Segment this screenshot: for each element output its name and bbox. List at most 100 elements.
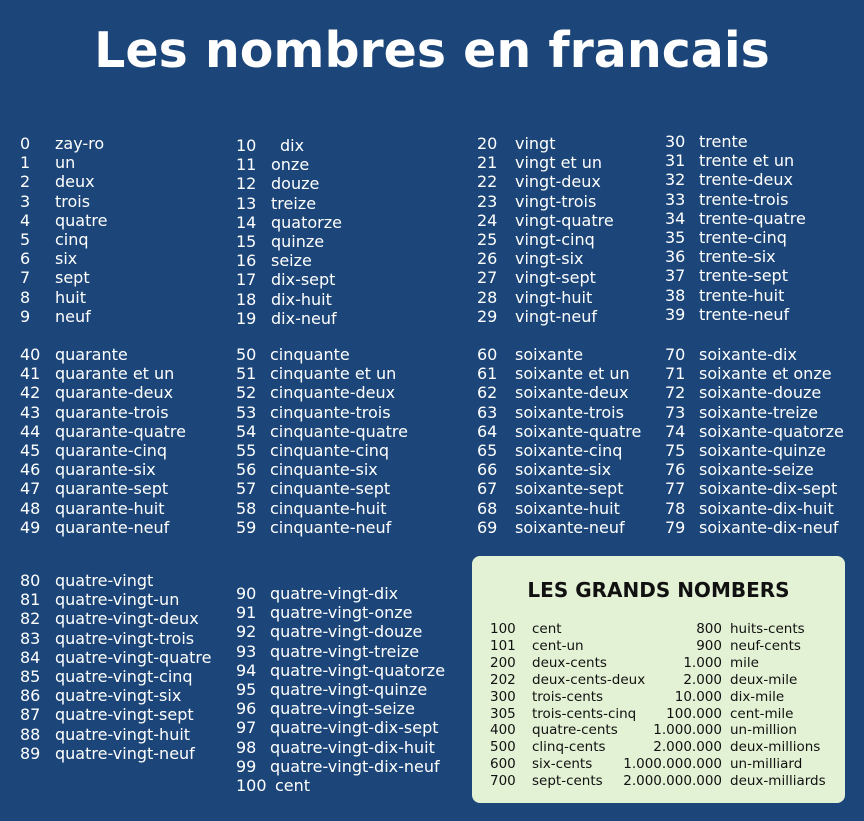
big-number-row: 100 cent 800 huits-cents <box>472 621 845 638</box>
number-digit: 21 <box>477 153 498 173</box>
number-word: trente-trois <box>699 189 789 209</box>
number-word: sept <box>55 268 90 288</box>
number-digit: 29 <box>477 306 498 326</box>
number-word: quatre-vingt-trois <box>55 628 195 648</box>
number-word: treize <box>271 193 317 213</box>
number-digit: 82 <box>20 609 41 629</box>
number-digit: 20 <box>477 134 498 153</box>
number-word: six <box>55 249 78 269</box>
number-digit: 74 <box>665 421 686 441</box>
big-number-word: quatre-cents <box>532 722 618 739</box>
number-digit: 55 <box>236 440 257 460</box>
number-word: quatre-vingt-treize <box>270 641 420 661</box>
number-digit: 56 <box>236 460 257 480</box>
number-digit: 0 <box>20 134 31 153</box>
number-word: onze <box>271 155 310 175</box>
number-word: trente-quatre <box>699 208 806 228</box>
number-digit: 63 <box>477 402 498 422</box>
big-number-word: deux-mile <box>730 671 798 688</box>
number-digit: 4 <box>20 210 31 230</box>
number-digit: 69 <box>477 517 498 537</box>
number-word: soixante-cinq <box>515 440 623 460</box>
number-digit: 34 <box>665 208 686 228</box>
big-number-digit: 700 <box>490 773 516 790</box>
number-digit: 14 <box>236 212 257 232</box>
big-number-digit: 2.000.000.000 <box>623 773 722 790</box>
number-word: quinze <box>271 231 325 251</box>
number-digit: 24 <box>477 210 498 230</box>
number-digit: 42 <box>20 383 41 403</box>
number-digit: 83 <box>20 628 41 648</box>
number-digit: 48 <box>20 498 41 518</box>
number-digit: 86 <box>20 686 41 706</box>
number-digit: 44 <box>20 421 41 441</box>
big-number-digit: 305 <box>490 705 516 722</box>
big-number-word: sept-cents <box>532 773 603 790</box>
big-number-word: un-million <box>730 722 797 739</box>
big-number-word: deux-cents <box>532 654 607 671</box>
number-digit: 98 <box>236 737 257 757</box>
number-word: dix-neuf <box>271 308 337 328</box>
number-word: vingt <box>515 134 556 153</box>
number-digit: 23 <box>477 191 498 211</box>
number-word: quatre-vingt-onze <box>270 603 413 623</box>
number-digit: 3 <box>20 191 31 211</box>
number-digit: 36 <box>665 247 686 267</box>
number-digit: 43 <box>20 402 41 422</box>
number-word: soixante-dix-huit <box>699 498 834 518</box>
number-digit: 39 <box>665 304 686 324</box>
number-digit: 6 <box>20 249 31 269</box>
big-number-row: 700 sept-cents 2.000.000.000 deux-milliards <box>472 773 845 790</box>
number-word: trente-neuf <box>699 304 790 324</box>
big-number-row: 300 trois-cents 10.000 dix-mile <box>472 689 845 706</box>
big-number-digit: 100 <box>490 621 516 637</box>
number-digit: 35 <box>665 227 686 247</box>
number-word: vingt-trois <box>515 191 597 211</box>
number-word: soixante-quatre <box>515 421 642 441</box>
number-digit: 66 <box>477 460 498 480</box>
big-number-digit: 900 <box>696 637 722 654</box>
big-number-row: 200 deux-cents 1.000 mile <box>472 655 845 672</box>
big-number-word: cent-mile <box>730 705 794 722</box>
number-digit: 51 <box>236 364 257 384</box>
number-word: quatre-vingt-un <box>55 590 180 610</box>
number-digit: 27 <box>477 268 498 288</box>
big-number-row: 305 trois-cents-cinq 100.000 cent-mile <box>472 706 845 723</box>
number-digit: 12 <box>236 174 257 194</box>
number-digit: 81 <box>20 590 41 610</box>
number-digit: 92 <box>236 622 257 642</box>
number-word: deux <box>55 172 95 192</box>
number-digit: 70 <box>665 345 686 364</box>
number-digit: 45 <box>20 440 41 460</box>
number-digit: 96 <box>236 699 257 719</box>
big-number-word: dix-mile <box>730 688 785 705</box>
number-digit: 89 <box>20 743 41 763</box>
number-digit: 68 <box>477 498 498 518</box>
number-word: quarante-sept <box>55 479 169 499</box>
big-number-digit: 200 <box>490 654 516 671</box>
number-word: vingt et un <box>515 153 603 173</box>
number-digit: 16 <box>236 251 257 271</box>
number-digit: 10 <box>236 136 257 155</box>
number-digit: 18 <box>236 289 257 309</box>
number-word: soixante-seize <box>699 460 814 480</box>
big-numbers-title: LES GRANDS NOMBERS <box>527 578 790 602</box>
number-word: soixante-deux <box>515 383 629 403</box>
number-digit: 9 <box>20 306 31 326</box>
number-digit: 87 <box>20 705 41 725</box>
big-number-digit: 2.000 <box>683 671 722 688</box>
number-word: quatre-vingt-neuf <box>55 743 195 763</box>
number-digit: 60 <box>477 345 498 364</box>
number-digit: 50 <box>236 345 257 364</box>
number-digit: 5 <box>20 229 31 249</box>
number-digit: 33 <box>665 189 686 209</box>
number-word: quatre <box>55 210 108 230</box>
number-word: trente-huit <box>699 285 785 305</box>
number-word: quatre-vingt-sept <box>55 705 194 725</box>
number-word: trente-six <box>699 247 776 267</box>
number-word: quarante-deux <box>55 383 174 403</box>
number-word: soixante-dix <box>699 345 797 364</box>
number-digit: 99 <box>236 756 257 776</box>
number-word: soixante-dix-neuf <box>699 517 839 537</box>
number-word: soixante-trois <box>515 402 624 422</box>
